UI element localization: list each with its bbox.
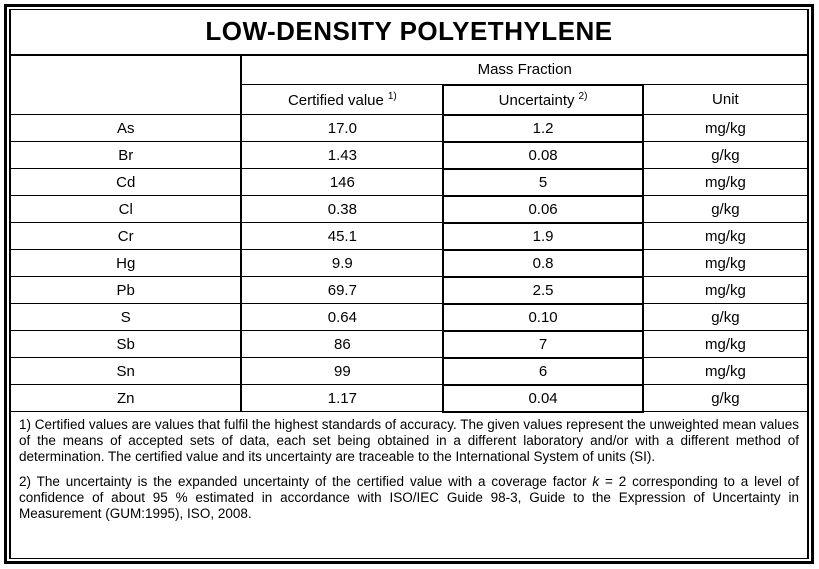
element-cell: Br bbox=[8, 141, 243, 169]
certified-value-cell: 1.43 bbox=[240, 141, 445, 169]
footnote-2-text-end: = 2 corresponding to a level of confiden… bbox=[19, 473, 800, 521]
uncertainty-cell: 0.08 bbox=[442, 140, 644, 170]
group-header-row: Mass Fraction bbox=[8, 54, 809, 115]
table-row-sb: Sb 86 7 mg/kg bbox=[8, 329, 810, 359]
title-row: LOW-DENSITY POLYETHYLENE bbox=[9, 9, 809, 56]
uncertainty-cell: 1.9 bbox=[442, 221, 644, 251]
table-row-cl: Cl 0.38 0.06 g/kg bbox=[8, 194, 810, 224]
table-row-pb: Pb 69.7 2.5 mg/kg bbox=[8, 275, 810, 305]
unit-cell: g/kg bbox=[641, 141, 810, 169]
unit-cell: mg/kg bbox=[641, 276, 810, 304]
unit-cell: g/kg bbox=[641, 303, 810, 331]
table-row-br: Br 1.43 0.08 g/kg bbox=[8, 140, 810, 170]
outer-border-frame: LOW-DENSITY POLYETHYLENE Mass Fraction C… bbox=[4, 4, 814, 564]
element-cell: Sb bbox=[8, 330, 243, 358]
element-column-blank-header bbox=[8, 54, 243, 115]
element-cell: Zn bbox=[8, 384, 243, 412]
element-cell: Pb bbox=[8, 276, 243, 304]
element-cell: S bbox=[8, 303, 243, 331]
certified-value-cell: 9.9 bbox=[240, 249, 445, 277]
element-cell: As bbox=[8, 114, 243, 142]
footnote-ref-1: 1) bbox=[387, 90, 397, 102]
footnote-2-coverage-factor-symbol: k bbox=[592, 473, 600, 489]
certified-value-cell: 69.7 bbox=[240, 276, 445, 304]
unit-header: Unit bbox=[641, 84, 810, 115]
table-row-hg: Hg 9.9 0.8 mg/kg bbox=[8, 248, 810, 278]
unit-cell: g/kg bbox=[641, 195, 810, 223]
table-row-s: S 0.64 0.10 g/kg bbox=[8, 302, 810, 332]
table-row-as: As 17.0 1.2 mg/kg bbox=[8, 113, 810, 143]
certified-value-cell: 45.1 bbox=[240, 222, 445, 250]
uncertainty-cell: 6 bbox=[442, 356, 644, 386]
unit-cell: mg/kg bbox=[641, 222, 810, 250]
element-cell: Hg bbox=[8, 249, 243, 277]
certified-value-cell: 1.17 bbox=[240, 384, 445, 412]
unit-cell: mg/kg bbox=[641, 330, 810, 358]
unit-cell: mg/kg bbox=[641, 114, 810, 142]
certified-value-header: Certified value 1) bbox=[240, 84, 445, 115]
certified-value-cell: 17.0 bbox=[240, 114, 445, 142]
uncertainty-cell: 0.8 bbox=[442, 248, 644, 278]
table-row-cd: Cd 146 5 mg/kg bbox=[8, 167, 810, 197]
certified-value-header-label: Certified value bbox=[287, 91, 384, 109]
footnotes-row: 1) Certified values are values that fulf… bbox=[9, 411, 809, 559]
uncertainty-header: Uncertainty 2) bbox=[442, 83, 644, 116]
document-title: LOW-DENSITY POLYETHYLENE bbox=[9, 9, 809, 56]
uncertainty-cell: 7 bbox=[442, 329, 644, 359]
certified-value-cell: 0.38 bbox=[240, 195, 445, 223]
table-row-sn: Sn 99 6 mg/kg bbox=[8, 356, 810, 386]
certified-value-cell: 86 bbox=[240, 330, 445, 358]
uncertainty-cell: 0.06 bbox=[442, 194, 644, 224]
uncertainty-cell: 5 bbox=[442, 167, 644, 197]
footnote-ref-2: 2) bbox=[578, 90, 588, 102]
uncertainty-cell: 0.04 bbox=[442, 383, 644, 413]
footnote-1: 1) Certified values are values that fulf… bbox=[19, 416, 799, 464]
element-cell: Sn bbox=[8, 357, 243, 385]
element-cell: Cd bbox=[8, 168, 243, 196]
footnote-2-text-start: 2) The uncertainty is the expanded uncer… bbox=[19, 473, 593, 489]
uncertainty-cell: 1.2 bbox=[442, 113, 644, 143]
table-row-zn: Zn 1.17 0.04 g/kg bbox=[8, 383, 810, 413]
element-cell: Cr bbox=[8, 222, 243, 250]
unit-cell: mg/kg bbox=[641, 168, 810, 196]
unit-cell: mg/kg bbox=[641, 249, 810, 277]
uncertainty-cell: 2.5 bbox=[442, 275, 644, 305]
unit-cell: mg/kg bbox=[641, 357, 810, 385]
unit-cell: g/kg bbox=[641, 384, 810, 412]
certified-value-cell: 0.64 bbox=[240, 303, 445, 331]
element-cell: Cl bbox=[8, 195, 243, 223]
certified-values-table: LOW-DENSITY POLYETHYLENE Mass Fraction C… bbox=[8, 9, 810, 559]
mass-fraction-header: Mass Fraction bbox=[240, 54, 809, 85]
certified-value-cell: 146 bbox=[240, 168, 445, 196]
certified-value-cell: 99 bbox=[240, 357, 445, 385]
footnote-2: 2) The uncertainty is the expanded uncer… bbox=[19, 474, 799, 522]
footnotes-section: 1) Certified values are values that fulf… bbox=[9, 411, 809, 559]
uncertainty-cell: 0.10 bbox=[442, 302, 644, 332]
table-row-cr: Cr 45.1 1.9 mg/kg bbox=[8, 221, 810, 251]
uncertainty-header-label: Uncertainty bbox=[498, 91, 575, 109]
